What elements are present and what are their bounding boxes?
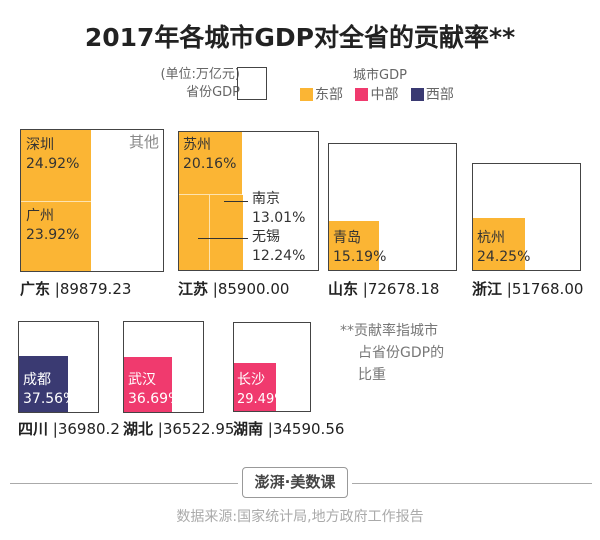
- footnote: **贡献率指城市 占省份GDP的 比重: [340, 323, 445, 383]
- legend-city-label: 城市GDP: [353, 68, 407, 83]
- province-box-guangdong: 深圳 24.92% 广州 23.92% 其他: [20, 129, 164, 272]
- province-label: 浙江 |51768.00: [472, 280, 584, 298]
- legend-unit: (单位:万亿元): [160, 67, 240, 82]
- legend-province-label: 省份GDP: [186, 85, 240, 100]
- legend-province-box: [237, 67, 267, 100]
- legend-regions: 东部 中部 西部: [300, 84, 454, 104]
- province-label: 广东 |89879.23: [20, 280, 132, 298]
- city-label: 深圳 24.92%: [26, 137, 80, 172]
- city-block-nanjing: [209, 195, 243, 270]
- chart-title: 2017年各城市GDP对全省的贡献率**: [84, 23, 516, 52]
- legend-central: 中部: [370, 87, 399, 103]
- legend-swatch-west: [410, 88, 424, 101]
- legend-swatch-central: [355, 88, 369, 101]
- city-label: 杭州 24.25%: [477, 230, 531, 265]
- province-box-hunan: 长沙 29.49%: [233, 322, 311, 412]
- city-label: 青岛 15.19%: [333, 230, 387, 265]
- province-label: 四川 |36980.2: [18, 420, 120, 438]
- province-box-hubei: 武汉 36.69%: [123, 321, 204, 413]
- province-label: 湖南 |34590.56: [233, 420, 345, 438]
- province-label: 江苏 |85900.00: [178, 280, 290, 298]
- city-block-wuxi: [179, 195, 209, 270]
- city-block-wuhan: [124, 357, 172, 412]
- province-box-shandong: 青岛 15.19%: [328, 143, 457, 271]
- data-source: 数据来源:国家统计局,地方政府工作报告: [176, 509, 424, 525]
- city-label: 无锡 12.24%: [252, 229, 306, 264]
- legend-east: 东部: [315, 87, 343, 103]
- divider: [352, 483, 592, 484]
- city-label: 苏州 20.16%: [183, 137, 237, 172]
- city-block-changsha: [234, 363, 276, 411]
- province-box-jiangsu: 苏州 20.16% 南京 13.01% 无锡 12.24%: [178, 131, 319, 271]
- city-label: 广州 23.92%: [26, 208, 80, 243]
- city-label: 长沙 29.49%: [237, 372, 287, 407]
- city-label: 南京 13.01%: [252, 191, 306, 226]
- province-box-sichuan: 成都 37.56%: [18, 321, 99, 413]
- province-label: 湖北 |36522.95: [123, 420, 235, 438]
- city-block-chengdu: [19, 356, 68, 412]
- leader-line: [224, 201, 248, 202]
- city-block-hangzhou: [473, 218, 525, 270]
- province-label: 山东 |72678.18: [328, 280, 440, 298]
- other-label: 其他: [128, 133, 159, 151]
- city-block-qingdao: [329, 221, 379, 270]
- province-box-zhejiang: 杭州 24.25%: [472, 163, 581, 271]
- legend-swatch-east: [300, 88, 313, 101]
- city-block-suzhou: [179, 132, 242, 195]
- city-label: 成都 37.56%: [23, 372, 77, 407]
- city-block-guangzhou: [21, 202, 91, 271]
- city-label: 武汉 36.69%: [128, 372, 182, 407]
- divider: [10, 483, 238, 484]
- city-block-shenzhen: [21, 130, 91, 202]
- logo: 澎湃·美数课: [242, 467, 348, 498]
- legend-west: 西部: [425, 87, 454, 103]
- legend-province: (单位:万亿元) 省份GDP: [120, 66, 240, 102]
- leader-line: [198, 238, 248, 239]
